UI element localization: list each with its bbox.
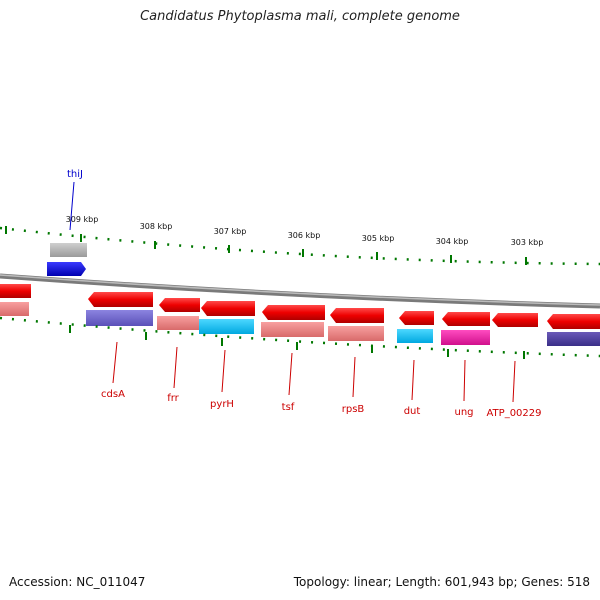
upper-major-ticks: [5, 226, 527, 265]
kbp-label-305: 305 kbp: [362, 234, 395, 243]
kbp-label-307: 307 kbp: [214, 227, 247, 236]
genome-backbone: [0, 273, 600, 309]
lower-major-ticks: [69, 325, 525, 359]
feature-boxes: [0, 302, 600, 346]
feature-rpsB: [328, 326, 384, 341]
lower-tick-ring: [0, 316, 600, 358]
gene-label-ATP_00229: ATP_00229: [486, 408, 541, 419]
feature-pyrH: [199, 319, 254, 334]
gene-left-edge: [0, 284, 31, 298]
gene-label-frr: frr: [167, 393, 179, 404]
thiJ-leader: [69, 181, 75, 231]
gene-thiJ-gray-feature: [50, 243, 87, 257]
map-title: Candidatus Phytoplasma mali, complete ge…: [140, 9, 460, 24]
upper-tick-ring: [0, 226, 600, 266]
forward-strand-genes: [0, 284, 600, 329]
feature-ung: [441, 330, 490, 345]
gene-dut: [399, 311, 434, 325]
kbp-label-303: 303 kbp: [511, 238, 544, 247]
gene-frr: [159, 298, 200, 312]
kbp-label-304: 304 kbp: [436, 237, 469, 246]
kbp-label-308: 308 kbp: [140, 222, 173, 231]
feature-dut: [397, 329, 433, 343]
genome-summary-text: Topology: linear; Length: 601,943 bp; Ge…: [293, 575, 590, 589]
gene-label-dut: dut: [404, 406, 421, 417]
feature-cdsA: [86, 310, 153, 326]
gene-cdsA: [88, 292, 153, 307]
kbp-label-306: 306 kbp: [288, 231, 321, 240]
gene-thiJ: [47, 262, 86, 276]
accession-text: Accession: NC_011047: [9, 575, 146, 589]
feature-right-edge: [547, 332, 600, 346]
kbp-label-309: 309 kbp: [66, 215, 99, 224]
feature-frr: [157, 316, 199, 330]
gene-label-thiJ: thiJ: [67, 169, 83, 180]
feature-tsf: [261, 322, 324, 337]
gene-label-ung: ung: [454, 407, 473, 418]
gene-label-leaders: [112, 341, 516, 403]
gene-label-tsf: tsf: [282, 402, 295, 413]
gene-pyrH: [201, 301, 255, 316]
gene-ung: [442, 312, 490, 326]
gene-right-edge: [547, 314, 600, 329]
gene-rpsB: [330, 308, 384, 323]
gene-label-pyrH: pyrH: [210, 399, 234, 410]
gene-label-cdsA: cdsA: [101, 389, 125, 400]
gene-ATP_00229: [492, 313, 538, 327]
gene-tsf: [262, 305, 325, 320]
gene-label-rpsB: rpsB: [342, 404, 365, 415]
